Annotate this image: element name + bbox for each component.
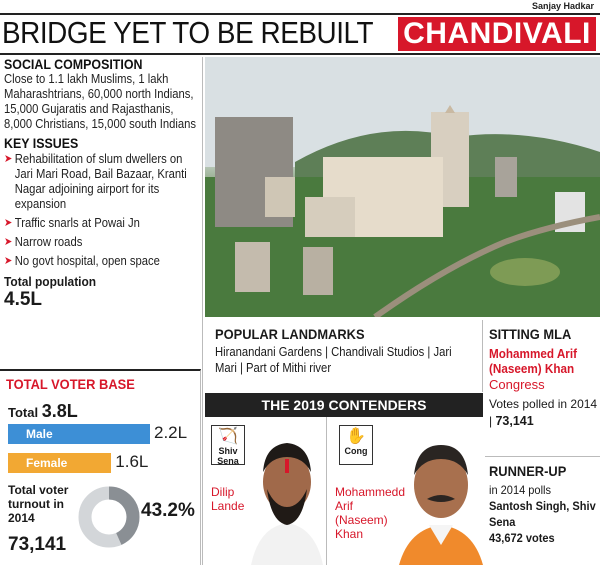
column-divider: [202, 57, 203, 565]
left-column: SOCIAL COMPOSITION Close to 1.1 lakh Mus…: [4, 57, 200, 311]
issue-item: ➤ Narrow roads: [4, 235, 202, 250]
runner-name: Santosh Singh, Shiv Sena: [489, 499, 596, 529]
arrow-icon: ➤: [4, 153, 13, 165]
runner-up-panel: RUNNER-UP in 2014 polls Santosh Singh, S…: [485, 459, 600, 546]
area-photo: [205, 57, 600, 317]
landmarks-panel: POPULAR LANDMARKS Hiranandani Gardens | …: [205, 320, 483, 392]
mla-title: SITTING MLA: [489, 326, 572, 342]
bow-and-arrow-icon: 🏹 Shiv Sena: [211, 425, 245, 466]
voter-total-value: 3.8L: [41, 401, 78, 421]
headline: BRIDGE YET TO BE REBUILT: [2, 14, 414, 52]
headline-place-wrap: CHANDIVALI: [0, 14, 600, 52]
turnout-percent: 43.2%: [141, 500, 195, 521]
candidate-portrait: [251, 443, 323, 565]
landmarks-title: POPULAR LANDMARKS: [215, 326, 365, 342]
candidate-portrait: [399, 445, 483, 565]
voter-total: Total 3.8L: [8, 401, 78, 422]
issues-title: KEY ISSUES: [4, 136, 79, 151]
social-text: Close to 1.1 lakh Muslims, 1 lakh Mahara…: [4, 72, 197, 131]
female-label: Female: [26, 456, 68, 470]
voter-title: TOTAL VOTER BASE: [6, 376, 135, 392]
headline-rule: [0, 53, 600, 55]
mla-votes-value: 73,141: [495, 414, 534, 428]
arrow-icon: ➤: [4, 255, 13, 267]
turnout-donut: [78, 486, 140, 548]
party-symbol-label: Shiv Sena: [217, 446, 239, 466]
population-value: 4.5L: [4, 289, 43, 310]
issue-text: No govt hospital, open space: [14, 254, 160, 268]
candidate-card: 🏹 Shiv Sena Dilip Lande: [205, 417, 324, 565]
runner-title: RUNNER-UP: [489, 463, 567, 479]
runner-line: in 2014 polls: [489, 483, 551, 497]
turnout-votes: 73,141: [8, 534, 67, 555]
contenders-title: THE 2019 CONTENDERS: [205, 393, 483, 417]
issue-text: Rehabilitation of slum dwellers on Jari …: [14, 152, 187, 211]
party-symbol-label: Cong: [344, 446, 368, 456]
issue-text: Traffic snarls at Powai Jn: [14, 216, 140, 230]
issue-text: Narrow roads: [14, 235, 83, 249]
mla-votes-label: Votes polled in 2014 |: [489, 397, 598, 428]
male-label: Male: [26, 427, 53, 441]
population-label: Total population: [4, 274, 97, 289]
candidate-name: Mohammedd Arif (Naseem) Khan: [335, 485, 406, 541]
female-bar: Female: [8, 453, 112, 473]
skyline-image: [205, 57, 600, 317]
headline-main: BRIDGE YET TO BE REBUILT: [2, 15, 374, 50]
issue-item: ➤ No govt hospital, open space: [4, 254, 202, 269]
candidate-name: Dilip Lande: [211, 485, 245, 513]
photo-credit: Sanjay Hadkar: [531, 1, 594, 11]
candidate-card: ✋ Cong Mohammedd Arif (Naseem) Khan: [326, 417, 483, 565]
arrow-icon: ➤: [4, 236, 13, 248]
female-value: 1.6L: [115, 452, 149, 471]
headline-place: CHANDIVALI: [398, 17, 596, 51]
mla-name: Mohammed Arif (Naseem) Khan: [489, 346, 577, 376]
mla-votes: Votes polled in 2014 | 73,141: [489, 396, 600, 430]
hand-icon: ✋ Cong: [339, 425, 373, 465]
runner-votes: 43,672 votes: [489, 531, 555, 545]
runner-text: in 2014 polls Santosh Singh, Shiv Sena 4…: [489, 482, 600, 546]
social-title: SOCIAL COMPOSITION: [4, 57, 143, 72]
landmarks-text: Hiranandani Gardens | Chandivali Studios…: [215, 345, 452, 375]
turnout-label: Total voter turnout in 2014: [8, 483, 69, 525]
issue-item: ➤ Rehabilitation of slum dwellers on Jari…: [4, 152, 202, 212]
top-rule: [0, 13, 600, 15]
male-bar: Male: [8, 424, 150, 444]
mla-party: Congress: [489, 377, 545, 392]
issue-item: ➤ Traffic snarls at Powai Jn: [4, 216, 202, 231]
male-value: 2.2L: [154, 423, 188, 442]
sitting-mla-panel: SITTING MLA Mohammed Arif (Naseem) Khan …: [485, 320, 600, 457]
voter-total-label: Total: [8, 405, 39, 420]
arrow-icon: ➤: [4, 217, 13, 229]
donut-arc: [78, 486, 140, 548]
voter-base-panel: TOTAL VOTER BASE Total 3.8L Male 2.2L Fe…: [0, 369, 201, 565]
